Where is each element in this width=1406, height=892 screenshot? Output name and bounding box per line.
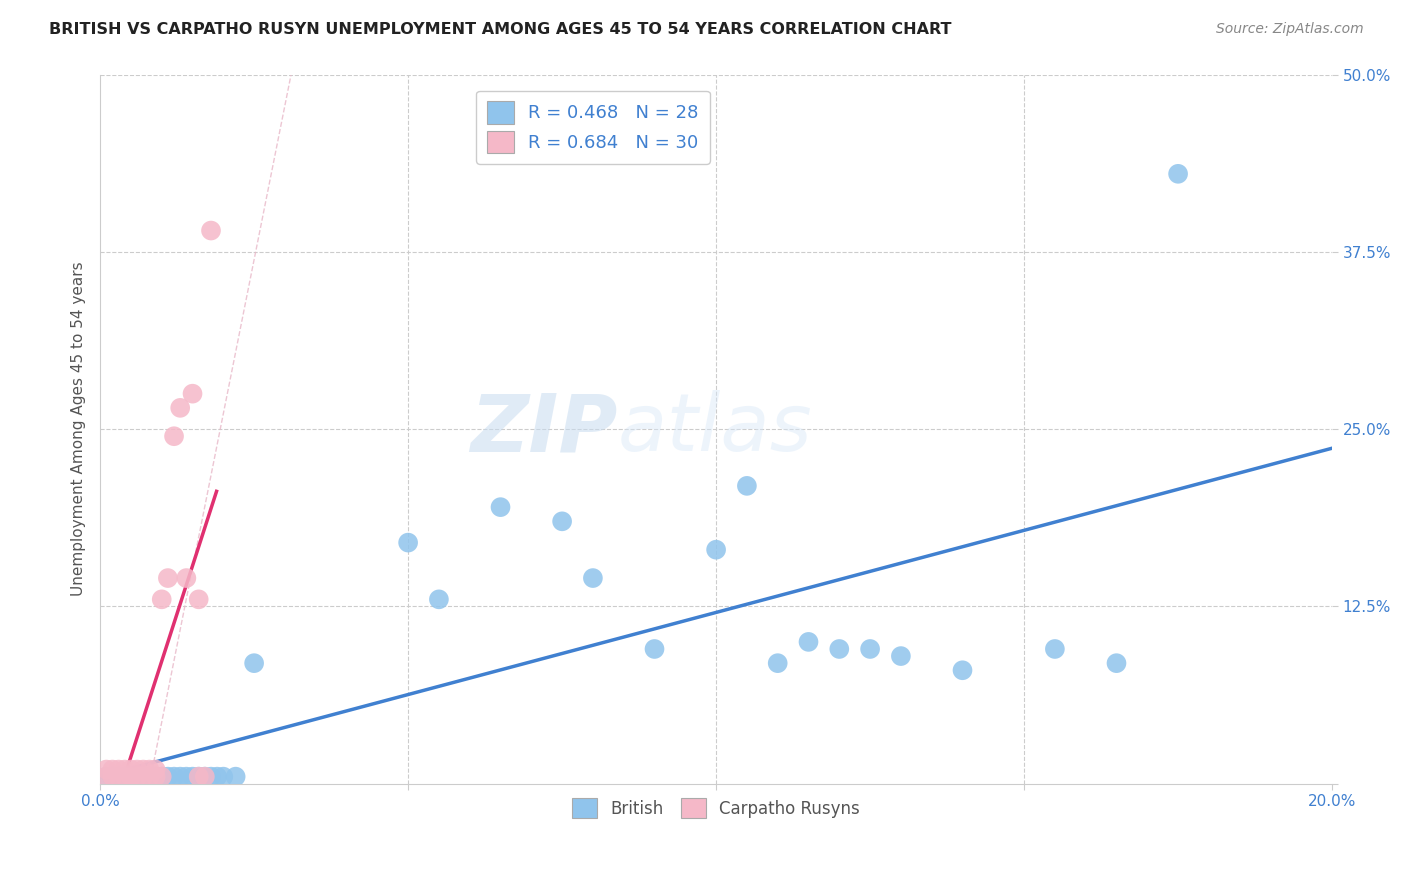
Point — [704, 542, 727, 557]
Point — [132, 763, 155, 777]
Point — [150, 770, 173, 784]
Point — [200, 223, 222, 237]
Y-axis label: Unemployment Among Ages 45 to 54 years: Unemployment Among Ages 45 to 54 years — [72, 262, 86, 597]
Point — [101, 763, 124, 777]
Point — [156, 571, 179, 585]
Point — [101, 770, 124, 784]
Point — [138, 770, 160, 784]
Point — [766, 656, 789, 670]
Point — [120, 770, 142, 784]
Point — [138, 763, 160, 777]
Point — [828, 642, 851, 657]
Point — [1043, 642, 1066, 657]
Point — [551, 514, 574, 528]
Point — [120, 770, 142, 784]
Point — [205, 770, 228, 784]
Point — [582, 571, 605, 585]
Point — [96, 770, 118, 784]
Point — [114, 763, 136, 777]
Point — [138, 770, 160, 784]
Point — [114, 770, 136, 784]
Point — [132, 770, 155, 784]
Point — [1105, 656, 1128, 670]
Point — [797, 635, 820, 649]
Point — [952, 663, 974, 677]
Point — [176, 770, 198, 784]
Point — [156, 770, 179, 784]
Point — [489, 500, 512, 515]
Point — [187, 770, 209, 784]
Point — [181, 770, 204, 784]
Point — [644, 642, 666, 657]
Point — [101, 770, 124, 784]
Point — [132, 770, 155, 784]
Point — [212, 770, 235, 784]
Point — [427, 592, 450, 607]
Point — [127, 770, 149, 784]
Point — [890, 649, 912, 664]
Point — [107, 770, 129, 784]
Point — [194, 770, 217, 784]
Point — [396, 535, 419, 549]
Point — [127, 770, 149, 784]
Point — [107, 763, 129, 777]
Point — [150, 770, 173, 784]
Text: atlas: atlas — [617, 390, 813, 468]
Point — [163, 429, 186, 443]
Point — [163, 770, 186, 784]
Point — [176, 571, 198, 585]
Point — [145, 770, 167, 784]
Point — [96, 763, 118, 777]
Legend: British, Carpatho Rusyns: British, Carpatho Rusyns — [565, 791, 866, 825]
Point — [120, 763, 142, 777]
Point — [1167, 167, 1189, 181]
Point — [187, 592, 209, 607]
Point — [200, 770, 222, 784]
Point — [127, 763, 149, 777]
Point — [169, 401, 191, 415]
Point — [859, 642, 882, 657]
Text: BRITISH VS CARPATHO RUSYN UNEMPLOYMENT AMONG AGES 45 TO 54 YEARS CORRELATION CHA: BRITISH VS CARPATHO RUSYN UNEMPLOYMENT A… — [49, 22, 952, 37]
Point — [120, 770, 142, 784]
Point — [145, 763, 167, 777]
Point — [225, 770, 247, 784]
Point — [150, 592, 173, 607]
Point — [243, 656, 266, 670]
Point — [114, 770, 136, 784]
Point — [181, 386, 204, 401]
Text: Source: ZipAtlas.com: Source: ZipAtlas.com — [1216, 22, 1364, 37]
Point — [145, 770, 167, 784]
Text: ZIP: ZIP — [470, 390, 617, 468]
Point — [194, 770, 217, 784]
Point — [187, 770, 209, 784]
Point — [96, 770, 118, 784]
Point — [735, 479, 758, 493]
Point — [169, 770, 191, 784]
Point — [107, 770, 129, 784]
